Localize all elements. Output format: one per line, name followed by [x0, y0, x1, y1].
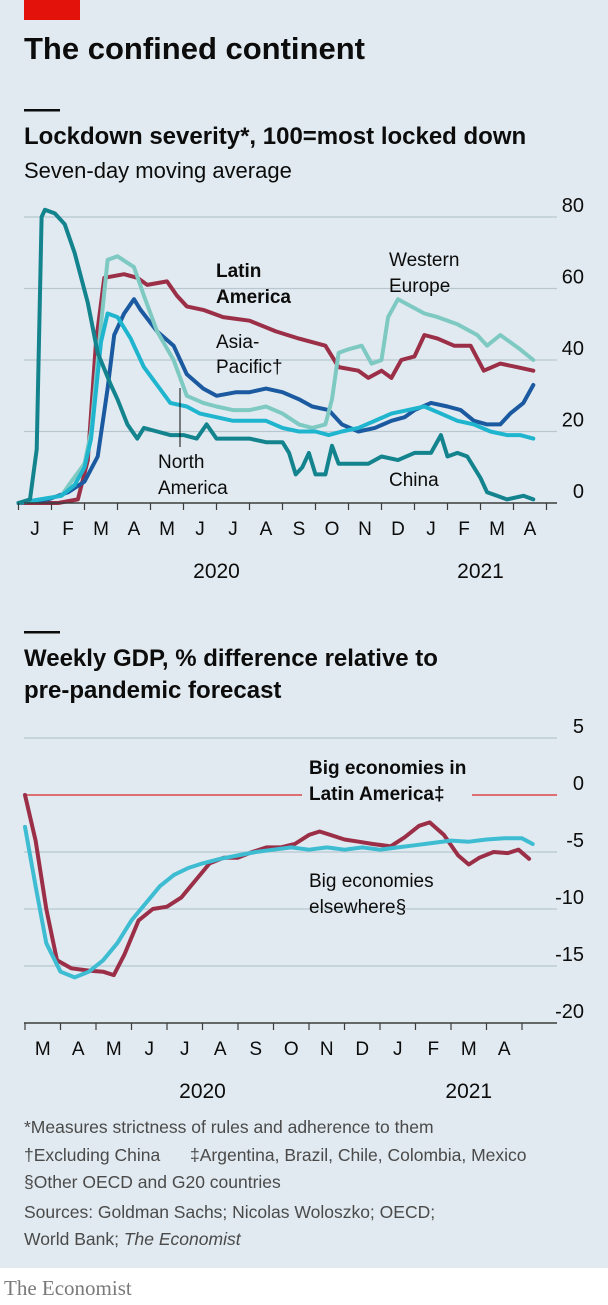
- x-tick-label: O: [325, 519, 340, 540]
- x-tick-label: M: [35, 1039, 51, 1060]
- chart-panel: [0, 0, 608, 1268]
- label-big-latin-america-1: Big economies in: [309, 758, 466, 779]
- x-tick-label: S: [249, 1039, 262, 1060]
- label-china: China: [389, 470, 439, 491]
- series-line: [23, 793, 532, 978]
- chart2-title-line2: pre-pandemic forecast: [24, 677, 281, 704]
- x-tick-label: M: [106, 1039, 122, 1060]
- x-tick-label: M: [461, 1039, 477, 1060]
- x-tick-label: A: [498, 1039, 511, 1060]
- chart1-title: Lockdown severity*, 100=most locked down: [24, 123, 526, 150]
- series-line: [23, 824, 535, 980]
- note-sources-2-italic: The Economist: [124, 1229, 242, 1249]
- y-tick-label: -10: [555, 887, 584, 909]
- series-line: [16, 297, 536, 505]
- x-tick-label: J: [180, 1039, 190, 1060]
- series-line: [16, 311, 536, 505]
- x-tick-label: J: [195, 519, 205, 540]
- x-tick-label: A: [260, 519, 273, 540]
- y-tick-label: -5: [566, 830, 584, 852]
- x-tick-label: N: [358, 519, 372, 540]
- label-latin-america-1: Latin: [216, 261, 261, 282]
- label-asia-pacific-2: Pacific†: [216, 357, 283, 378]
- chart-figure: The confined continent Lockdown severity…: [16, 0, 584, 1249]
- x-tick-label: J: [393, 1039, 403, 1060]
- chart2-series: [23, 793, 535, 980]
- y-tick-label: 0: [573, 773, 584, 795]
- y-tick-label: -20: [555, 1001, 584, 1023]
- x-tick-label: A: [128, 519, 141, 540]
- note-latin-america-countries: ‡Argentina, Brazil, Chile, Colombia, Mex…: [190, 1145, 527, 1165]
- x-tick-label: J: [30, 519, 40, 540]
- note-other-countries: §Other OECD and G20 countries: [24, 1172, 281, 1192]
- year-label: 2020: [179, 1080, 226, 1103]
- x-tick-label: M: [93, 519, 109, 540]
- label-big-latin-america-2: Latin America‡: [309, 784, 445, 805]
- economist-brand: The Economist: [4, 1276, 132, 1300]
- year-label: 2021: [445, 1080, 492, 1103]
- x-tick-label: J: [145, 1039, 155, 1060]
- chart2-title-rule: [24, 631, 60, 634]
- chart1-series: [16, 207, 536, 505]
- label-north-america-2: America: [158, 478, 228, 499]
- x-tick-label: D: [391, 519, 405, 540]
- y-tick-label: -15: [555, 944, 584, 966]
- series-line: [16, 254, 536, 505]
- series-line: [16, 207, 536, 505]
- x-tick-label: F: [427, 1039, 439, 1060]
- x-tick-label: M: [159, 519, 175, 540]
- label-latin-america-2: America: [216, 287, 291, 308]
- x-tick-label: F: [62, 519, 74, 540]
- x-tick-label: M: [489, 519, 505, 540]
- y-tick-label: 0: [573, 481, 584, 503]
- note-sources-2-plain: World Bank;: [24, 1229, 124, 1249]
- chart2-label-knockout: [302, 755, 472, 807]
- footer: [0, 1268, 608, 1305]
- x-tick-label: A: [524, 519, 537, 540]
- red-tag: [24, 0, 80, 20]
- label-big-elsewhere-1: Big economies: [309, 871, 434, 892]
- label-western-europe-2: Europe: [389, 276, 450, 297]
- x-tick-label: O: [284, 1039, 299, 1060]
- y-tick-label: 5: [573, 716, 584, 738]
- label-north-america-1: North: [158, 452, 204, 473]
- chart1-subtitle: Seven-day moving average: [24, 158, 292, 183]
- label-western-europe-1: Western: [389, 250, 459, 271]
- note-sources-1: Sources: Goldman Sachs; Nicolas Woloszko…: [24, 1202, 435, 1222]
- x-tick-label: A: [72, 1039, 85, 1060]
- y-tick-label: 80: [562, 195, 584, 217]
- page-title: The confined continent: [24, 31, 365, 66]
- label-big-elsewhere-2: elsewhere§: [309, 897, 406, 918]
- x-tick-label: S: [293, 519, 306, 540]
- series-line: [16, 272, 536, 505]
- x-tick-label: J: [426, 519, 436, 540]
- year-label: 2020: [193, 560, 240, 583]
- note-excluding-china: †Excluding China: [24, 1145, 160, 1165]
- chart1-gridlines: 0 20 40 60 80: [24, 195, 584, 503]
- chart2-gridlines: 5 0 -5 -10 -15 -20: [24, 716, 584, 1023]
- chart2-title-line1: Weekly GDP, % difference relative to: [24, 645, 438, 672]
- note-sources-2: World Bank; The Economist: [24, 1229, 242, 1249]
- y-tick-label: 60: [562, 267, 584, 289]
- x-tick-label: N: [320, 1039, 334, 1060]
- note-strictness: *Measures strictness of rules and adhere…: [24, 1117, 434, 1137]
- label-asia-pacific-1: Asia-: [216, 332, 259, 353]
- x-tick-label: D: [355, 1039, 369, 1060]
- year-label: 2021: [457, 560, 504, 583]
- x-tick-label: F: [458, 519, 470, 540]
- y-tick-label: 20: [562, 410, 584, 432]
- x-tick-label: A: [214, 1039, 227, 1060]
- chart1-title-rule: [24, 109, 60, 112]
- y-tick-label: 40: [562, 338, 584, 360]
- x-tick-label: J: [228, 519, 238, 540]
